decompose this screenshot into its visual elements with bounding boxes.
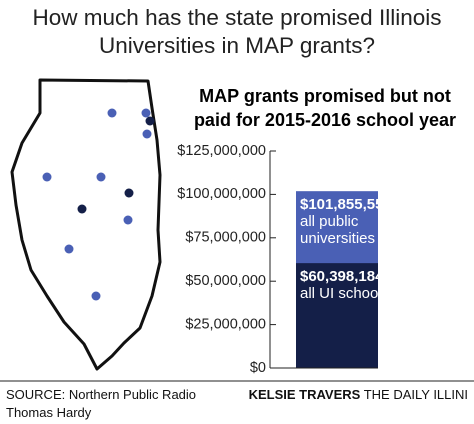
illinois-map: [10, 78, 162, 371]
y-tick-label: $50,000,000: [185, 273, 266, 289]
dot: [145, 116, 155, 126]
y-tick-label: $0: [250, 360, 266, 376]
dot: [141, 108, 151, 118]
dot: [96, 172, 106, 182]
y-tick-label: $125,000,000: [177, 143, 266, 159]
dot: [64, 244, 74, 254]
source: SOURCE: Northern Public Radio: [6, 387, 197, 402]
dot: [107, 108, 117, 118]
dot: [77, 204, 87, 214]
value-label: $101,855,557: [300, 196, 392, 214]
dot: [142, 129, 152, 139]
outlet: THE DAILY ILLINI: [363, 387, 468, 402]
y-tick-label: $100,000,000: [177, 186, 266, 202]
dot: [124, 188, 134, 198]
value-label: $60,398,184: [300, 268, 384, 286]
credit: KELSIE TRAVERS THE DAILY ILLINI: [249, 387, 468, 402]
y-tick-label: $25,000,000: [185, 316, 266, 332]
map-dots: [42, 108, 155, 301]
bar: [296, 263, 378, 368]
author: KELSIE TRAVERS: [248, 387, 361, 402]
y-tick-label: $75,000,000: [185, 230, 266, 246]
dot: [42, 172, 52, 182]
map-credit: Thomas Hardy: [6, 405, 92, 420]
dot: [123, 215, 133, 225]
chart-subtitle: MAP grants promised but not paid for 201…: [193, 86, 457, 130]
dot: [91, 291, 101, 301]
chart-title: How much has the state promised Illinois…: [32, 5, 442, 58]
data-label: $101,855,557 for all public universities: [300, 196, 420, 247]
data-label: $60,398,184 for all UI schools: [300, 268, 420, 302]
legend-entry: for all UI schools: [300, 268, 406, 303]
legend-entry: for all public universities: [300, 196, 414, 248]
